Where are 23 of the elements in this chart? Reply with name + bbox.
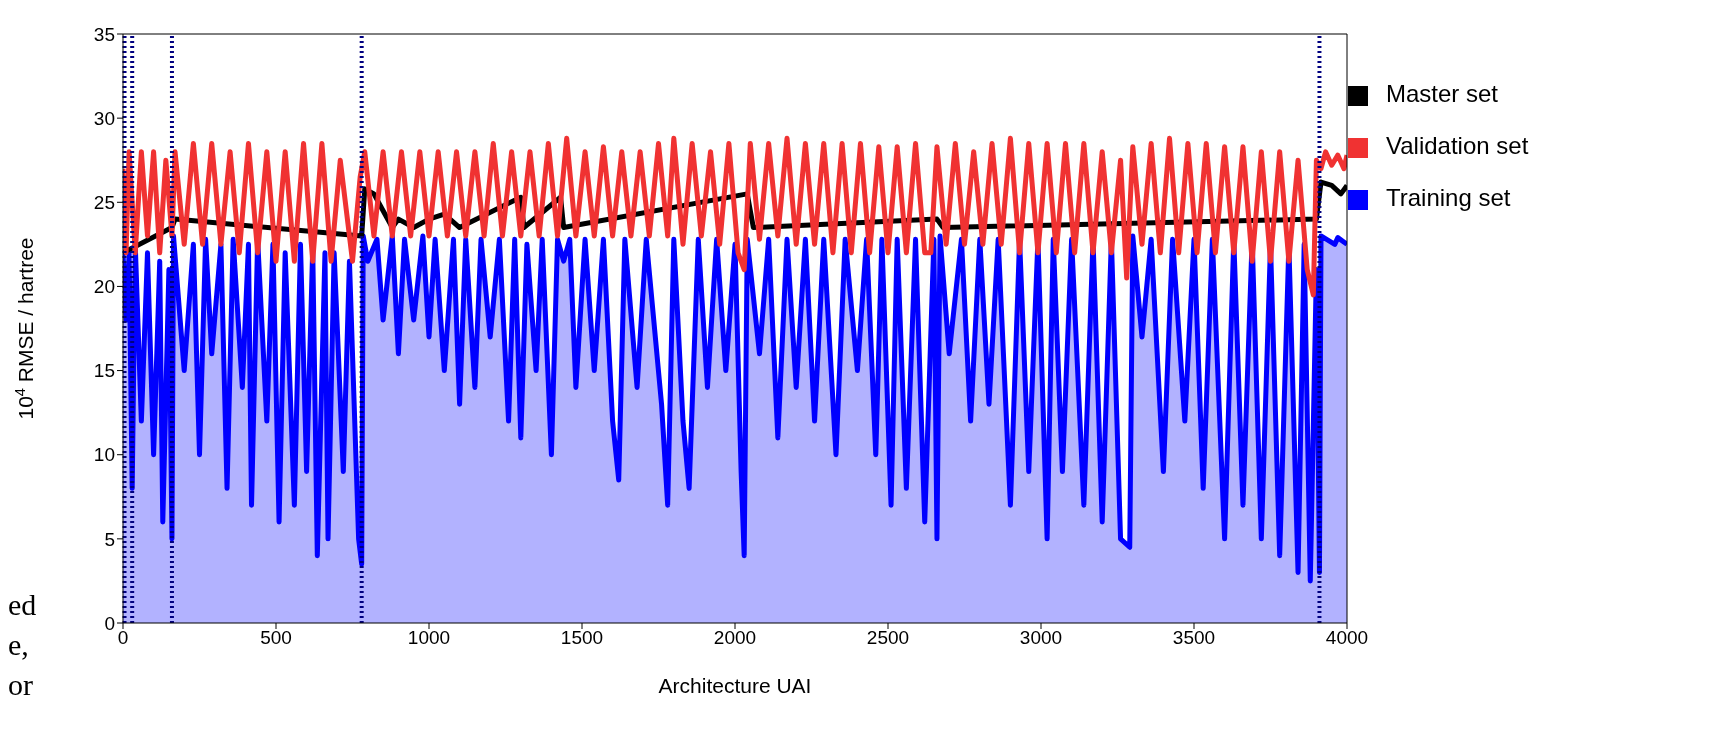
x-tick-label: 3000 xyxy=(1019,627,1063,649)
x-tick-label: 1500 xyxy=(560,627,604,649)
x-tick-label: 1000 xyxy=(407,627,451,649)
x-tick-label: 3500 xyxy=(1172,627,1216,649)
x-tick-label: 4000 xyxy=(1325,627,1369,649)
legend-label: Training set xyxy=(1386,184,1511,211)
y-tick-label: 5 xyxy=(104,528,115,550)
legend-label: Master set xyxy=(1386,80,1499,107)
y-tick-label: 30 xyxy=(93,107,115,129)
x-axis-title: Architecture UAI xyxy=(658,674,812,697)
x-tick-label: 2000 xyxy=(713,627,757,649)
y-tick-label: 15 xyxy=(93,360,115,382)
text: or xyxy=(8,668,33,702)
text: ed xyxy=(8,588,37,622)
legend-label: Validation set xyxy=(1386,132,1529,159)
y-tick-label: 20 xyxy=(93,276,115,298)
y-tick-label: 35 xyxy=(93,23,115,45)
x-tick-label: 2500 xyxy=(866,627,910,649)
y-tick-label: 10 xyxy=(93,444,115,466)
x-tick-label: 500 xyxy=(260,627,292,649)
y-tick-label: 0 xyxy=(104,612,115,634)
y-tick-label: 25 xyxy=(93,192,115,214)
text: e, xyxy=(8,628,29,662)
